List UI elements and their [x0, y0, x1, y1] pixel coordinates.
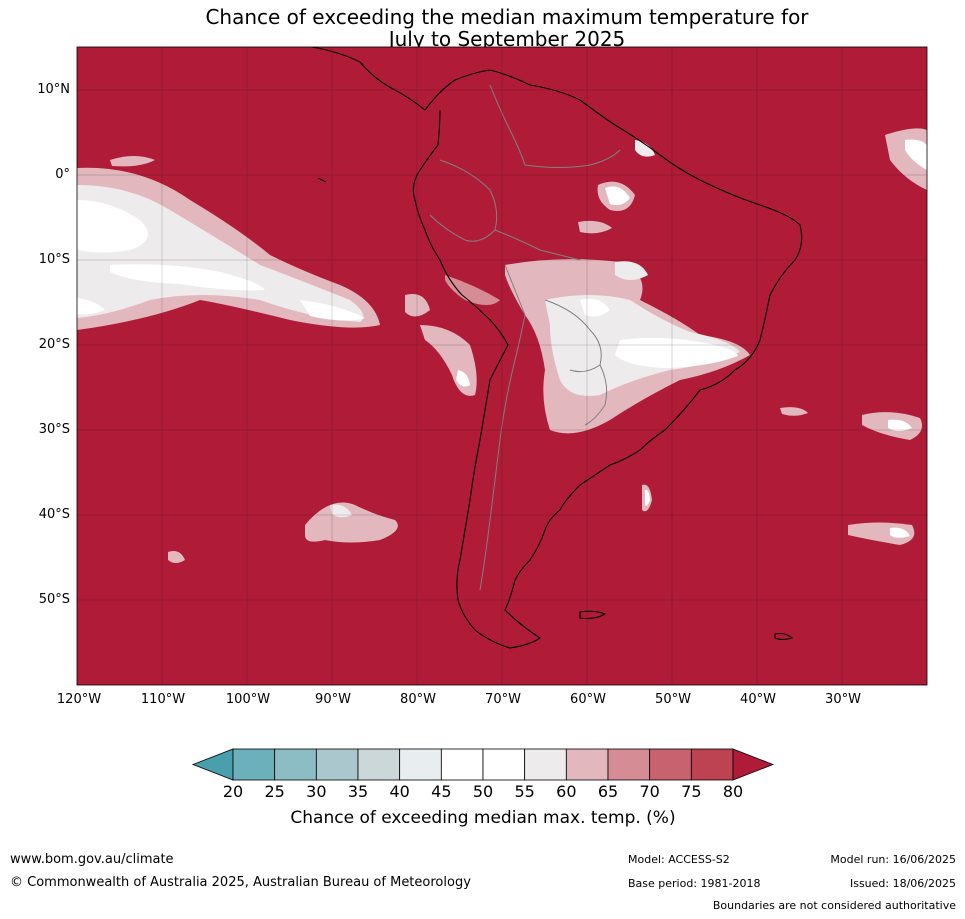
- colorbar-tick-label: 60: [556, 782, 577, 801]
- colorbar-cell: [649, 748, 692, 781]
- copyright-text: © Commonwealth of Australia 2025, Austra…: [10, 875, 471, 890]
- colorbar-tick-label: 45: [431, 782, 452, 801]
- colorbar-tick-label: 50: [472, 782, 494, 801]
- colorbar-tick-label: 70: [639, 782, 660, 801]
- lat-label-0: 0°: [55, 167, 70, 182]
- lon-label-80w: 80°W: [400, 692, 436, 707]
- colorbar-arrow-low: [191, 748, 234, 781]
- coastlines: [311, 47, 803, 649]
- lon-label-60w: 60°W: [570, 692, 606, 707]
- model-text: Model: ACCESS-S2: [628, 853, 730, 866]
- colorbar-cell: [440, 748, 484, 781]
- colorbar-cell: [482, 748, 526, 781]
- colorbar-arrow-high: [732, 748, 775, 781]
- colorbar-cell: [232, 748, 276, 781]
- colorbar-tick-label: 40: [389, 782, 410, 801]
- colorbar-tick-label: 35: [347, 782, 369, 801]
- colorbar-cell: [690, 748, 734, 781]
- colorbar-tick-label: 80: [722, 782, 744, 801]
- map-frame: [76, 46, 928, 686]
- lon-label-90w: 90°W: [315, 692, 351, 707]
- colorbar-tick-label: 25: [264, 782, 285, 801]
- probability-patches: [77, 128, 927, 563]
- lat-label-30s: 30°S: [38, 422, 70, 437]
- lon-label-110w: 110°W: [140, 692, 186, 707]
- lon-label-70w: 70°W: [485, 692, 521, 707]
- colorbar-cell: [399, 748, 442, 781]
- lon-label-30w: 30°W: [825, 692, 861, 707]
- lat-label-10n: 10°N: [37, 82, 70, 97]
- map-title-line-1: Chance of exceeding the median maximum t…: [205, 5, 809, 29]
- lat-label-20s: 20°S: [38, 337, 70, 352]
- colorbar-tick-label: 20: [222, 782, 244, 801]
- issued-date-text: Issued: 18/06/2025: [849, 877, 956, 890]
- pacific-band-west: [77, 156, 380, 330]
- south-pacific-patches: [168, 502, 398, 563]
- boundary-disclaimer: Boundaries are not considered authoritat…: [712, 899, 956, 912]
- colorbar-cell: [524, 748, 567, 781]
- colorbar-tick-label: 30: [306, 782, 327, 801]
- brazil-paraguay-patch: [505, 259, 750, 434]
- website-link[interactable]: www.bom.gov.au/climate: [10, 852, 174, 867]
- map-background: [77, 47, 927, 685]
- colorbar-cell: [357, 748, 401, 781]
- colorbar-tick-label: 75: [681, 782, 702, 801]
- lat-label-10s: 10°S: [38, 252, 70, 267]
- lon-label-100w: 100°W: [225, 692, 271, 707]
- colorbar-cell: [565, 748, 609, 781]
- colorbar-tick-label: 55: [514, 782, 535, 801]
- lon-label-50w: 50°W: [655, 692, 691, 707]
- colorbar-cells: [191, 748, 775, 781]
- colorbar-cell: [274, 748, 317, 781]
- lat-label-50s: 50°S: [38, 592, 70, 607]
- lat-label-40s: 40°S: [38, 507, 70, 522]
- base-period-text: Base period: 1981-2018: [628, 877, 761, 890]
- lon-label-120w: 120°W: [56, 692, 102, 707]
- country-borders: [429, 84, 621, 591]
- pacific-coastal-patches: [405, 275, 500, 396]
- model-run-text: Model run: 16/06/2025: [830, 853, 956, 866]
- atlantic-patches: [642, 128, 927, 545]
- colorbar-cell: [607, 748, 651, 781]
- colorbar-cell: [315, 748, 359, 781]
- lon-label-40w: 40°W: [740, 692, 776, 707]
- graticule: [77, 47, 927, 685]
- colorbar-label: Chance of exceeding median max. temp. (%…: [290, 808, 676, 828]
- colorbar-tick-label: 65: [597, 782, 619, 801]
- amazon-patches: [578, 140, 655, 234]
- map-title-line-2: July to September 2025: [388, 27, 626, 51]
